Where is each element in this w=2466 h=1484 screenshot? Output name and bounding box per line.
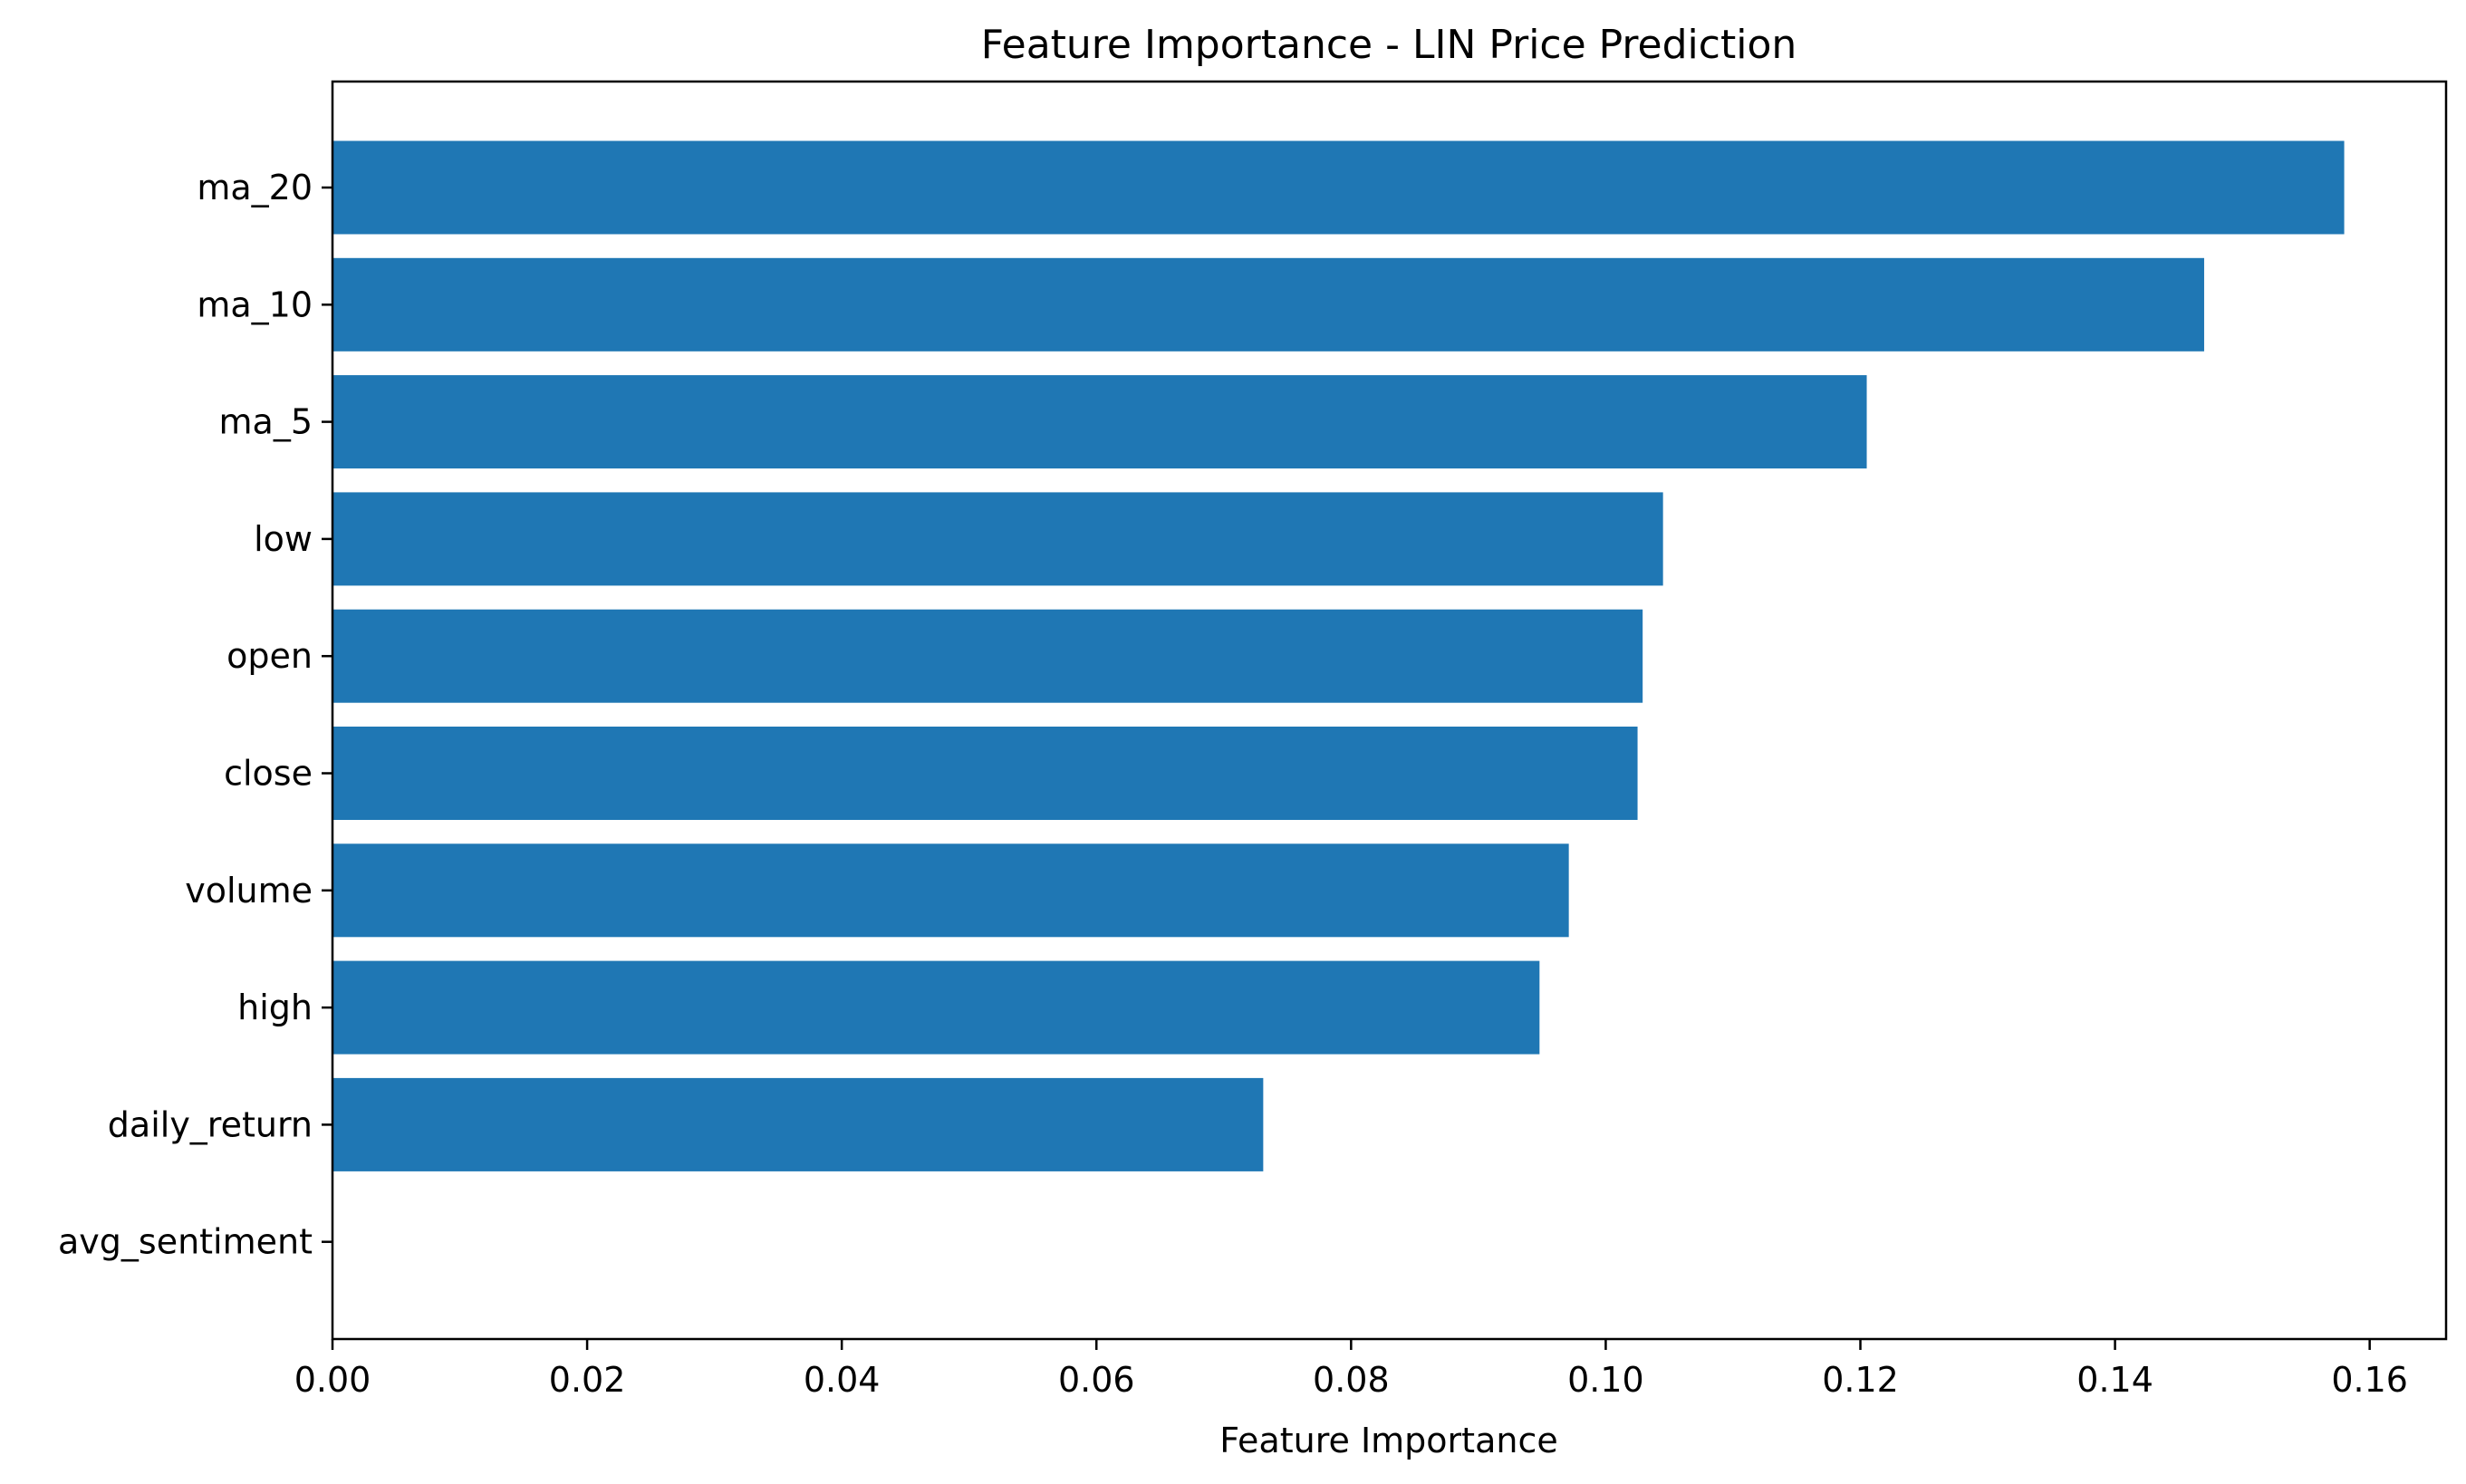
bar-volume [332, 843, 1569, 938]
y-tick-label: avg_sentiment [58, 1222, 313, 1262]
x-tick-label: 0.00 [294, 1360, 371, 1400]
bar-ma-5 [332, 375, 1867, 469]
x-tick-label: 0.10 [1567, 1360, 1644, 1400]
x-tick-label: 0.14 [2076, 1360, 2153, 1400]
y-tick-label: open [226, 636, 313, 676]
y-tick-label: ma_5 [219, 402, 313, 442]
bar-high [332, 960, 1540, 1055]
chart-title: Feature Importance - LIN Price Predictio… [981, 22, 1797, 68]
x-axis-ticks: 0.00 0.02 0.04 0.06 0.08 0.10 0.12 0.14 0.16 [294, 1339, 2408, 1400]
bar-low [332, 492, 1663, 586]
y-tick-label: low [254, 519, 313, 559]
bar-daily-return [332, 1077, 1264, 1171]
y-tick-label: daily_return [108, 1104, 313, 1144]
x-axis-label: Feature Importance [1219, 1421, 1557, 1460]
x-tick-label: 0.08 [1313, 1360, 1390, 1400]
x-tick-label: 0.06 [1058, 1360, 1135, 1400]
plot-frame [331, 80, 2448, 1341]
y-tick-label: ma_10 [197, 284, 313, 324]
y-tick-label: ma_20 [197, 168, 313, 207]
bars-group [332, 140, 2345, 1171]
y-tick-label: close [224, 754, 313, 794]
bar-open [332, 609, 1643, 703]
y-tick-label: high [237, 988, 313, 1027]
bar-close [332, 727, 1638, 820]
x-tick-label: 0.16 [2331, 1360, 2408, 1400]
x-tick-label: 0.02 [549, 1360, 626, 1400]
y-tick-label: volume [185, 871, 313, 911]
x-tick-label: 0.04 [804, 1360, 881, 1400]
bar-ma-20 [332, 140, 2345, 235]
x-tick-label: 0.12 [1822, 1360, 1899, 1400]
bar-ma-10 [332, 257, 2204, 352]
